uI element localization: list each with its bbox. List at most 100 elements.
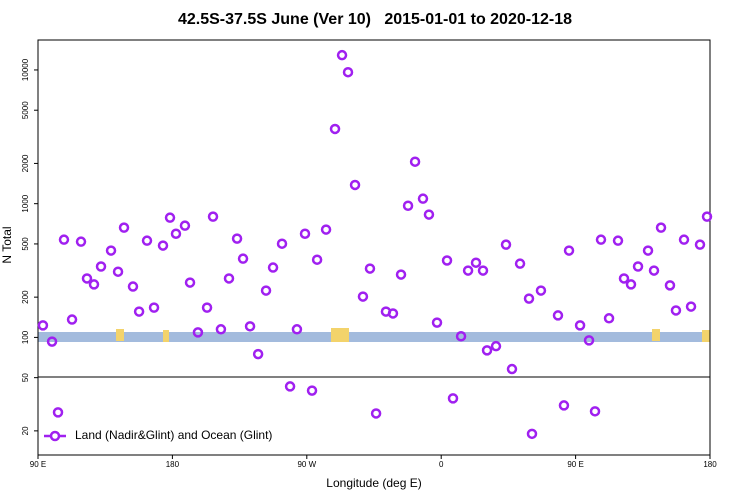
point bbox=[526, 428, 538, 440]
point bbox=[612, 235, 624, 246]
point bbox=[558, 400, 570, 411]
point bbox=[37, 320, 49, 331]
point bbox=[75, 236, 87, 247]
y-tick-label: 1000 bbox=[21, 194, 30, 212]
point bbox=[462, 265, 474, 276]
point bbox=[523, 293, 535, 304]
point bbox=[320, 224, 332, 235]
point bbox=[170, 228, 182, 239]
y-axis-label: N Total bbox=[0, 226, 14, 263]
point bbox=[112, 266, 124, 277]
point bbox=[342, 66, 354, 78]
point bbox=[52, 407, 64, 418]
point bbox=[632, 261, 644, 272]
point bbox=[648, 265, 660, 276]
point bbox=[252, 348, 264, 360]
x-tick-label: 90 E bbox=[30, 460, 46, 469]
point bbox=[95, 261, 107, 272]
point bbox=[670, 305, 682, 316]
point bbox=[276, 238, 288, 249]
x-tick-label: 0 bbox=[439, 460, 444, 469]
x-tick-label: 180 bbox=[703, 460, 717, 469]
x-tick-label: 90 E bbox=[567, 460, 583, 469]
point bbox=[88, 279, 100, 290]
point bbox=[387, 308, 399, 319]
point bbox=[423, 209, 435, 220]
point bbox=[694, 239, 706, 250]
point bbox=[417, 193, 429, 204]
point bbox=[46, 336, 58, 347]
x-axis-label: Longitude (deg E) bbox=[326, 476, 421, 490]
point bbox=[231, 233, 243, 244]
point bbox=[447, 393, 459, 404]
point bbox=[157, 240, 169, 251]
point bbox=[477, 265, 489, 276]
point bbox=[535, 285, 547, 296]
point bbox=[66, 314, 78, 325]
x-tick-label: 180 bbox=[166, 460, 180, 469]
point bbox=[490, 340, 502, 352]
y-tick-label: 20 bbox=[21, 426, 30, 435]
point bbox=[164, 212, 176, 223]
point bbox=[506, 363, 518, 375]
point bbox=[678, 234, 690, 245]
point bbox=[364, 263, 376, 274]
point bbox=[141, 235, 153, 246]
point bbox=[655, 222, 667, 233]
point bbox=[336, 49, 348, 61]
point bbox=[311, 254, 323, 265]
chart-title: 42.5S-37.5S June (Ver 10) 2015-01-01 to … bbox=[178, 11, 572, 28]
point bbox=[583, 335, 595, 346]
point bbox=[685, 301, 697, 312]
y-tick-label: 2000 bbox=[21, 154, 30, 172]
point bbox=[148, 302, 160, 313]
point bbox=[215, 324, 227, 335]
point bbox=[409, 156, 421, 167]
point bbox=[470, 257, 482, 268]
point bbox=[291, 324, 303, 335]
legend-marker bbox=[49, 430, 61, 442]
point bbox=[514, 258, 526, 269]
y-tick-label: 500 bbox=[21, 237, 30, 251]
point bbox=[223, 273, 235, 284]
point bbox=[184, 277, 196, 288]
point bbox=[402, 200, 414, 211]
point bbox=[589, 406, 601, 417]
point bbox=[595, 234, 607, 245]
point bbox=[574, 320, 586, 331]
point bbox=[701, 211, 713, 222]
point bbox=[58, 234, 70, 245]
point bbox=[267, 262, 279, 273]
point bbox=[455, 331, 467, 342]
surface-band bbox=[38, 332, 710, 342]
point bbox=[625, 279, 637, 290]
point bbox=[357, 291, 369, 302]
point bbox=[500, 239, 512, 250]
point bbox=[237, 253, 249, 264]
y-tick-label: 10000 bbox=[21, 58, 30, 81]
point bbox=[603, 313, 615, 324]
point bbox=[642, 245, 654, 256]
x-tick-label: 90 W bbox=[297, 460, 316, 469]
point bbox=[81, 273, 93, 284]
y-tick-label: 5000 bbox=[21, 101, 30, 119]
point bbox=[552, 310, 564, 321]
y-tick-label: 200 bbox=[21, 290, 30, 304]
point bbox=[179, 220, 191, 231]
y-tick-label: 100 bbox=[21, 330, 30, 344]
point bbox=[133, 306, 145, 317]
point bbox=[618, 273, 630, 284]
point bbox=[441, 255, 453, 266]
point bbox=[207, 211, 219, 222]
point bbox=[664, 280, 676, 291]
point bbox=[329, 123, 341, 135]
legend-label: Land (Nadir&Glint) and Ocean (Glint) bbox=[75, 428, 272, 442]
point bbox=[563, 245, 575, 256]
land-markers bbox=[116, 328, 710, 342]
point bbox=[299, 228, 311, 239]
point bbox=[395, 269, 407, 280]
point bbox=[105, 245, 117, 256]
y-tick-label: 50 bbox=[21, 373, 30, 382]
point bbox=[481, 345, 493, 356]
